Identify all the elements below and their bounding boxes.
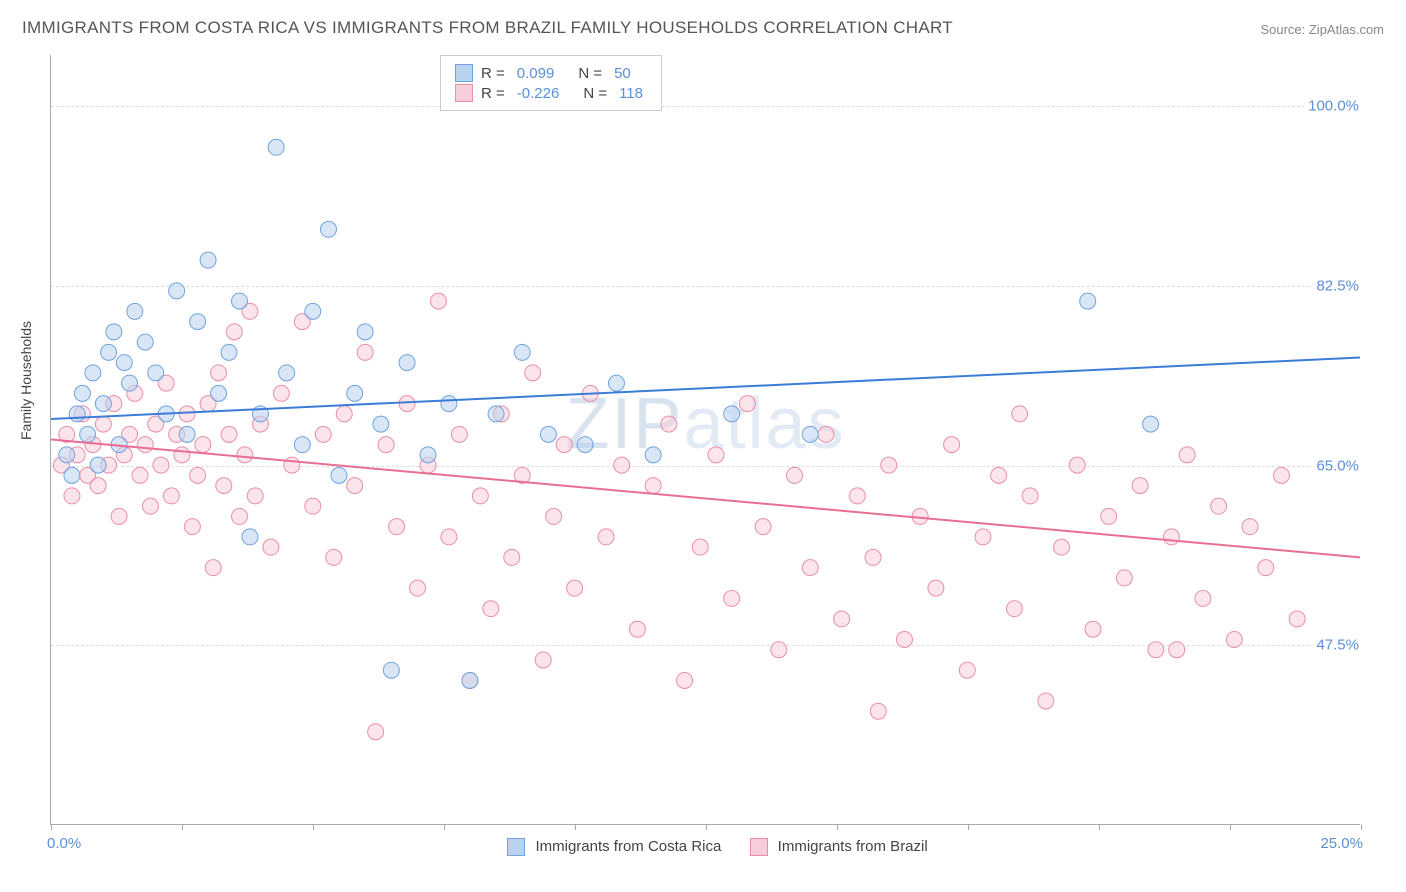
legend-label-brazil: Immigrants from Brazil bbox=[778, 838, 928, 855]
chart-title: IMMIGRANTS FROM COSTA RICA VS IMMIGRANTS… bbox=[22, 18, 953, 38]
plot-area: ZIPatlas 0.0% 25.0% Immigrants from Cost… bbox=[50, 55, 1360, 825]
legend-swatch-icon bbox=[455, 64, 473, 82]
x-tick bbox=[837, 824, 838, 830]
x-tick bbox=[1230, 824, 1231, 830]
legend-row-brazil: R = -0.226 N = 118 bbox=[455, 84, 647, 102]
legend-swatch-icon bbox=[455, 84, 473, 102]
x-tick bbox=[968, 824, 969, 830]
legend-row-costa-rica: R = 0.099 N = 50 bbox=[455, 64, 647, 82]
source-label: Source: ZipAtlas.com bbox=[1260, 22, 1384, 37]
x-tick bbox=[313, 824, 314, 830]
x-tick bbox=[182, 824, 183, 830]
legend-swatch-brazil bbox=[750, 838, 768, 856]
x-tick bbox=[706, 824, 707, 830]
x-tick bbox=[1361, 824, 1362, 830]
legend-label-costa-rica: Immigrants from Costa Rica bbox=[535, 838, 721, 855]
legend-top: R = 0.099 N = 50 R = -0.226 N = 118 bbox=[440, 55, 662, 111]
x-tick bbox=[575, 824, 576, 830]
chart-svg bbox=[51, 55, 1360, 824]
legend-swatch-costa-rica bbox=[507, 838, 525, 856]
legend-bottom: Immigrants from Costa Rica Immigrants fr… bbox=[51, 838, 1360, 856]
x-tick bbox=[444, 824, 445, 830]
y-axis-title: Family Households bbox=[18, 321, 34, 440]
x-tick bbox=[1099, 824, 1100, 830]
x-tick bbox=[51, 824, 52, 830]
trend-line-costa-rica bbox=[51, 357, 1360, 419]
